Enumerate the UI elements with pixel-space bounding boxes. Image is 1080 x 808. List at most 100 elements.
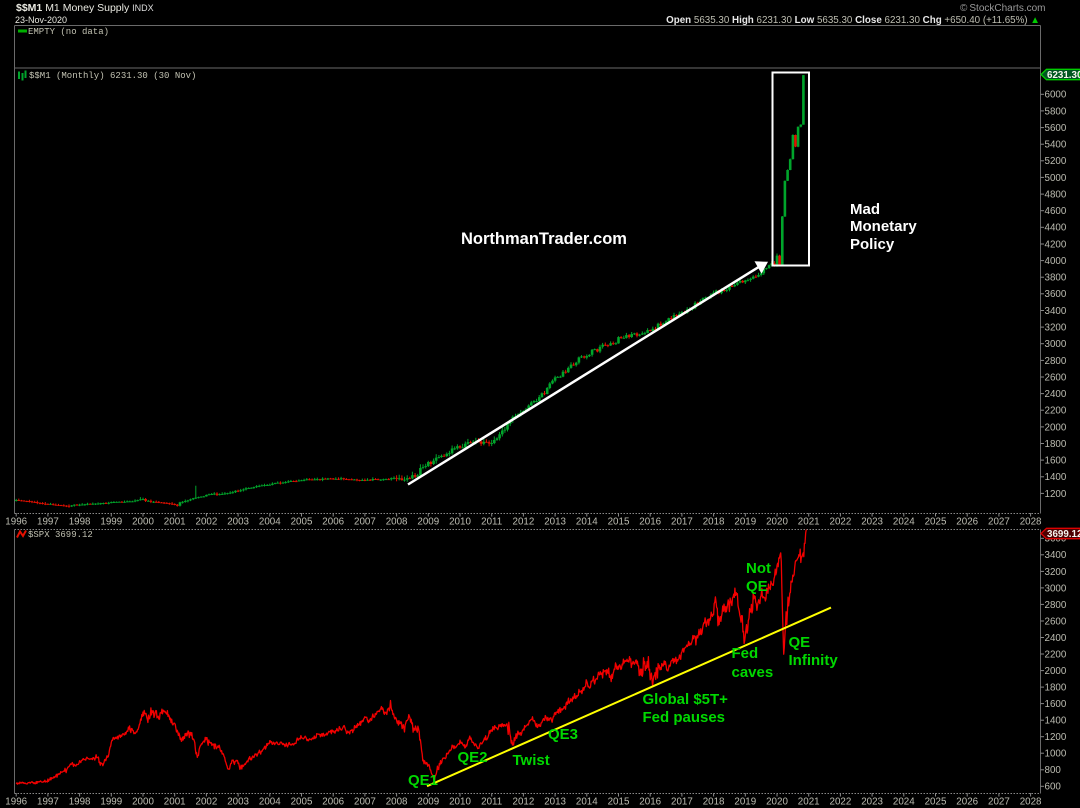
svg-text:2000: 2000 — [132, 797, 154, 808]
svg-text:2009: 2009 — [417, 517, 439, 528]
svg-text:3000: 3000 — [1045, 339, 1067, 350]
svg-text:2018: 2018 — [703, 797, 725, 808]
svg-text:2800: 2800 — [1045, 356, 1067, 367]
svg-text:2022: 2022 — [830, 797, 852, 808]
svg-text:1998: 1998 — [69, 517, 91, 528]
svg-text:1996: 1996 — [5, 797, 27, 808]
svg-text:2001: 2001 — [164, 797, 186, 808]
svg-text:1999: 1999 — [100, 797, 122, 808]
svg-text:1997: 1997 — [37, 517, 59, 528]
svg-text:2012: 2012 — [513, 517, 535, 528]
svg-text:1998: 1998 — [69, 797, 91, 808]
svg-text:4200: 4200 — [1045, 239, 1067, 250]
svg-text:1997: 1997 — [37, 797, 59, 808]
svg-text:3800: 3800 — [1045, 273, 1067, 284]
svg-text:2019: 2019 — [734, 517, 756, 528]
svg-text:2026: 2026 — [956, 517, 978, 528]
svg-text:3000: 3000 — [1045, 583, 1067, 594]
svg-text:2020: 2020 — [766, 517, 788, 528]
svg-text:2000: 2000 — [132, 517, 154, 528]
svg-text:2400: 2400 — [1045, 633, 1067, 644]
svg-text:2003: 2003 — [227, 797, 249, 808]
svg-text:3200: 3200 — [1045, 567, 1067, 578]
svg-text:3600: 3600 — [1045, 289, 1067, 300]
svg-text:2000: 2000 — [1045, 666, 1067, 677]
svg-text:2015: 2015 — [608, 797, 630, 808]
svg-text:2027: 2027 — [988, 797, 1010, 808]
svg-text:2027: 2027 — [988, 517, 1010, 528]
svg-text:5800: 5800 — [1045, 106, 1067, 117]
svg-text:2400: 2400 — [1045, 389, 1067, 400]
svg-text:2002: 2002 — [196, 797, 218, 808]
svg-text:2023: 2023 — [861, 797, 883, 808]
svg-text:2013: 2013 — [544, 517, 566, 528]
svg-text:2010: 2010 — [449, 797, 471, 808]
svg-text:2017: 2017 — [671, 797, 693, 808]
svg-text:5200: 5200 — [1045, 156, 1067, 167]
svg-text:2024: 2024 — [893, 797, 915, 808]
svg-text:2014: 2014 — [576, 797, 598, 808]
svg-text:1800: 1800 — [1045, 683, 1067, 694]
svg-text:2021: 2021 — [798, 517, 820, 528]
svg-text:2003: 2003 — [227, 517, 249, 528]
svg-text:2006: 2006 — [322, 517, 344, 528]
svg-text:2016: 2016 — [639, 797, 661, 808]
svg-text:2006: 2006 — [322, 797, 344, 808]
svg-text:4000: 4000 — [1045, 256, 1067, 267]
svg-text:2021: 2021 — [798, 797, 820, 808]
svg-text:2025: 2025 — [925, 517, 947, 528]
svg-text:2022: 2022 — [830, 517, 852, 528]
svg-text:2017: 2017 — [671, 517, 693, 528]
svg-text:2012: 2012 — [513, 797, 535, 808]
svg-text:5000: 5000 — [1045, 173, 1067, 184]
svg-text:1996: 1996 — [5, 517, 27, 528]
svg-text:2024: 2024 — [893, 517, 915, 528]
svg-text:2028: 2028 — [1020, 797, 1042, 808]
svg-text:2011: 2011 — [481, 797, 502, 808]
svg-text:2020: 2020 — [766, 797, 788, 808]
svg-text:2600: 2600 — [1045, 616, 1067, 627]
svg-text:2005: 2005 — [291, 797, 313, 808]
svg-text:2019: 2019 — [734, 797, 756, 808]
svg-text:2023: 2023 — [861, 517, 883, 528]
svg-text:2600: 2600 — [1045, 372, 1067, 383]
svg-text:2004: 2004 — [259, 797, 281, 808]
svg-text:2011: 2011 — [481, 517, 502, 528]
svg-text:2010: 2010 — [449, 517, 471, 528]
svg-text:3200: 3200 — [1045, 323, 1067, 334]
svg-text:600: 600 — [1045, 782, 1062, 793]
svg-text:2007: 2007 — [354, 797, 376, 808]
svg-text:2004: 2004 — [259, 517, 281, 528]
svg-text:2007: 2007 — [354, 517, 376, 528]
svg-text:5400: 5400 — [1045, 140, 1067, 151]
svg-text:2800: 2800 — [1045, 600, 1067, 611]
svg-text:2008: 2008 — [386, 797, 408, 808]
svg-text:3400: 3400 — [1045, 306, 1067, 317]
svg-text:1000: 1000 — [1045, 749, 1067, 760]
svg-text:2028: 2028 — [1020, 517, 1042, 528]
svg-text:2001: 2001 — [164, 517, 186, 528]
svg-text:2013: 2013 — [544, 797, 566, 808]
svg-text:2014: 2014 — [576, 517, 598, 528]
svg-text:2025: 2025 — [925, 797, 947, 808]
svg-text:1400: 1400 — [1045, 472, 1067, 483]
svg-text:6000: 6000 — [1045, 90, 1067, 101]
svg-text:4800: 4800 — [1045, 190, 1067, 201]
svg-text:6231.30: 6231.30 — [1047, 70, 1080, 81]
svg-text:2015: 2015 — [608, 517, 630, 528]
svg-text:2200: 2200 — [1045, 649, 1067, 660]
svg-text:4600: 4600 — [1045, 206, 1067, 217]
svg-text:1999: 1999 — [100, 517, 122, 528]
svg-text:2005: 2005 — [291, 517, 313, 528]
svg-text:1800: 1800 — [1045, 439, 1067, 450]
svg-text:2200: 2200 — [1045, 406, 1067, 417]
svg-text:2018: 2018 — [703, 517, 725, 528]
svg-text:2026: 2026 — [956, 797, 978, 808]
svg-text:1600: 1600 — [1045, 456, 1067, 467]
svg-text:4400: 4400 — [1045, 223, 1067, 234]
svg-text:3400: 3400 — [1045, 550, 1067, 561]
svg-text:5600: 5600 — [1045, 123, 1067, 134]
svg-text:2009: 2009 — [417, 797, 439, 808]
svg-text:1600: 1600 — [1045, 699, 1067, 710]
svg-text:2008: 2008 — [386, 517, 408, 528]
